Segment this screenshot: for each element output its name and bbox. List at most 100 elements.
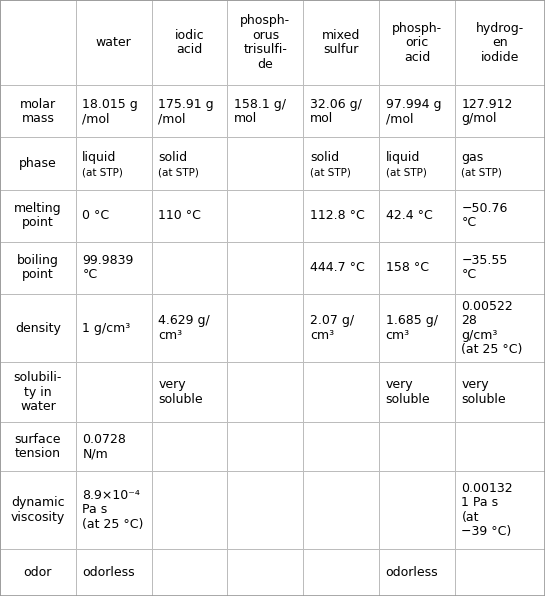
Bar [152, 241, 227, 294]
Text: −50.76
°C: −50.76 °C [462, 202, 508, 229]
Bar [379, 0, 455, 85]
Bar [455, 294, 545, 362]
Text: liquid: liquid [386, 151, 420, 164]
Bar [152, 85, 227, 138]
Text: odorless: odorless [82, 566, 135, 579]
Bar [152, 0, 227, 85]
Bar [304, 241, 379, 294]
Text: 0.00132
1 Pa s
(at
−39 °C): 0.00132 1 Pa s (at −39 °C) [462, 482, 513, 538]
Bar [304, 422, 379, 471]
Text: 4.629 g/
cm³: 4.629 g/ cm³ [158, 314, 210, 342]
Bar [379, 422, 455, 471]
Bar [455, 471, 545, 549]
Bar [227, 0, 304, 85]
Text: 1 g/cm³: 1 g/cm³ [82, 321, 131, 334]
Bar [76, 549, 152, 596]
Text: 2.07 g/
cm³: 2.07 g/ cm³ [310, 314, 354, 342]
Bar [76, 294, 152, 362]
Text: hydrog-
en
iodide: hydrog- en iodide [476, 21, 524, 64]
Bar [76, 190, 152, 241]
Text: odor: odor [24, 566, 52, 579]
Bar [304, 0, 379, 85]
Bar [455, 0, 545, 85]
Text: (at STP): (at STP) [386, 168, 427, 178]
Bar [152, 190, 227, 241]
Text: 18.015 g
/mol: 18.015 g /mol [82, 98, 138, 125]
Text: 97.994 g
/mol: 97.994 g /mol [386, 98, 441, 125]
Bar [152, 422, 227, 471]
Text: −35.55
°C: −35.55 °C [462, 254, 508, 281]
Text: (at STP): (at STP) [82, 168, 123, 178]
Text: mixed
sulfur: mixed sulfur [322, 29, 360, 57]
Text: phosph-
oric
acid: phosph- oric acid [392, 21, 442, 64]
Bar [76, 85, 152, 138]
Bar [304, 138, 379, 190]
Bar [304, 362, 379, 422]
Bar [76, 138, 152, 190]
Bar [0, 190, 76, 241]
Text: 42.4 °C: 42.4 °C [386, 209, 432, 222]
Text: 444.7 °C: 444.7 °C [310, 261, 365, 274]
Bar [0, 549, 76, 596]
Text: solubili-
ty in
water: solubili- ty in water [14, 371, 62, 413]
Text: 0 °C: 0 °C [82, 209, 110, 222]
Bar [379, 549, 455, 596]
Text: phase: phase [19, 157, 57, 170]
Bar [304, 294, 379, 362]
Bar [76, 362, 152, 422]
Bar [152, 549, 227, 596]
Text: 175.91 g
/mol: 175.91 g /mol [158, 98, 214, 125]
Text: (at STP): (at STP) [158, 168, 199, 178]
Bar [152, 138, 227, 190]
Bar [0, 85, 76, 138]
Bar [76, 0, 152, 85]
Text: (at STP): (at STP) [310, 168, 351, 178]
Bar [227, 471, 304, 549]
Bar [379, 190, 455, 241]
Bar [76, 241, 152, 294]
Bar [455, 241, 545, 294]
Bar [227, 190, 304, 241]
Text: surface
tension: surface tension [15, 433, 61, 460]
Bar [227, 241, 304, 294]
Text: dynamic
viscosity: dynamic viscosity [11, 496, 65, 524]
Bar [379, 85, 455, 138]
Bar [227, 294, 304, 362]
Bar [227, 138, 304, 190]
Text: 110 °C: 110 °C [158, 209, 201, 222]
Bar [304, 549, 379, 596]
Bar [304, 190, 379, 241]
Bar [152, 471, 227, 549]
Bar [379, 294, 455, 362]
Bar [227, 362, 304, 422]
Text: 0.0728
N/m: 0.0728 N/m [82, 433, 126, 460]
Bar [0, 138, 76, 190]
Text: 127.912
g/mol: 127.912 g/mol [462, 98, 513, 125]
Bar [0, 0, 76, 85]
Bar [76, 471, 152, 549]
Bar [227, 422, 304, 471]
Bar [379, 362, 455, 422]
Bar [455, 190, 545, 241]
Bar [0, 422, 76, 471]
Bar [152, 294, 227, 362]
Text: solid: solid [158, 151, 187, 164]
Bar [0, 471, 76, 549]
Bar [304, 85, 379, 138]
Bar [379, 241, 455, 294]
Text: 158.1 g/
mol: 158.1 g/ mol [234, 98, 286, 125]
Text: melting
point: melting point [14, 202, 62, 229]
Bar [379, 471, 455, 549]
Bar [455, 422, 545, 471]
Text: 99.9839
°C: 99.9839 °C [82, 254, 134, 281]
Text: boiling
point: boiling point [17, 254, 59, 281]
Text: (at STP): (at STP) [462, 168, 502, 178]
Text: 8.9×10⁻⁴
Pa s
(at 25 °C): 8.9×10⁻⁴ Pa s (at 25 °C) [82, 489, 144, 531]
Text: 0.00522
28
g/cm³
(at 25 °C): 0.00522 28 g/cm³ (at 25 °C) [462, 300, 523, 356]
Text: phosph-
orus
trisulfi-
de: phosph- orus trisulfi- de [240, 14, 290, 71]
Bar [0, 294, 76, 362]
Text: 1.685 g/
cm³: 1.685 g/ cm³ [386, 314, 438, 342]
Bar [227, 85, 304, 138]
Bar [455, 85, 545, 138]
Bar [0, 241, 76, 294]
